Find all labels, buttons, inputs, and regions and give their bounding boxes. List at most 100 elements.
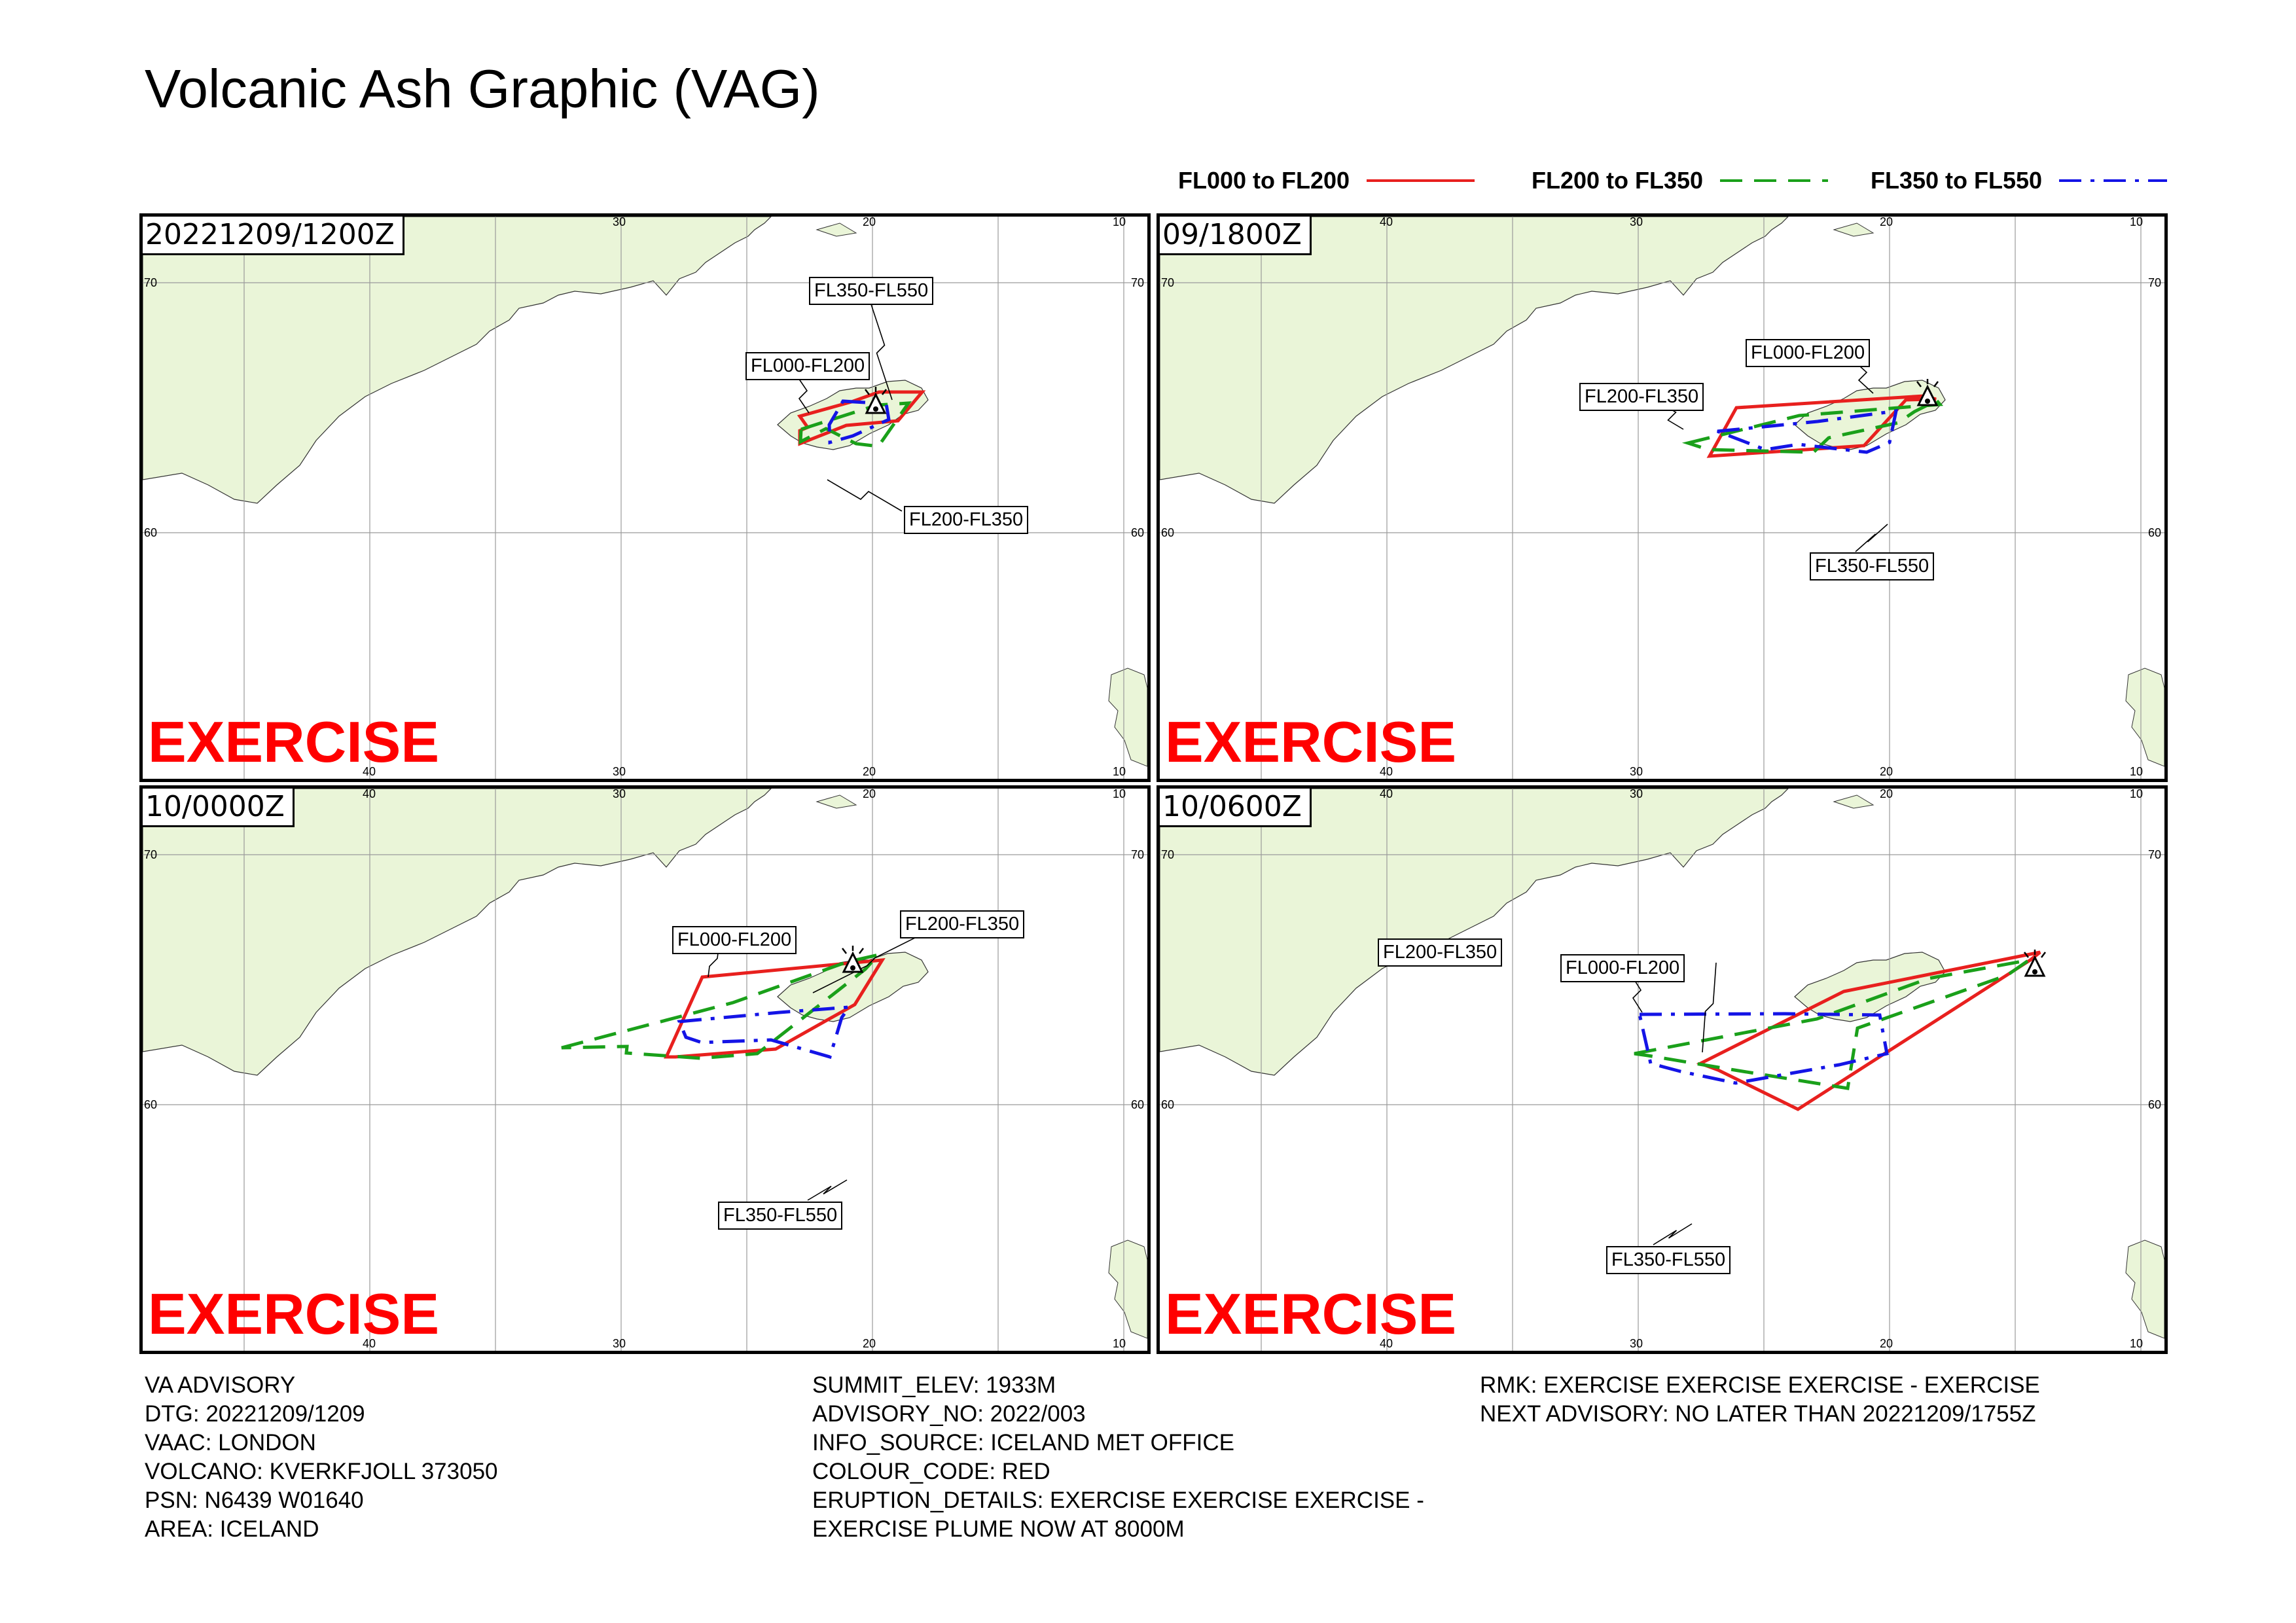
forecast-panel-t18: 40 30 20 10 40 30 20 10 70 60 70 60 10/0600Z FL200-…: [1157, 785, 2168, 1354]
lat-tick-label: 70: [1131, 276, 1144, 289]
norway-land: [1108, 1240, 1147, 1339]
lon-tick-label: 10: [1113, 789, 1126, 800]
volcano-dot: [1925, 399, 1930, 404]
exercise-watermark: EXERCISE: [1165, 1281, 1457, 1346]
advisory-line: EXERCISE PLUME NOW AT 8000M: [812, 1516, 1185, 1542]
lon-tick-label: 40: [363, 1337, 376, 1350]
advisory-line: VA ADVISORY: [145, 1372, 296, 1398]
iceland-land: [777, 380, 929, 450]
callout-fl200-fl350: FL200-FL350: [904, 506, 1029, 534]
advisory-line: ADVISORY_NO: 2022/003: [812, 1401, 1086, 1427]
lon-tick-label: 40: [1380, 1337, 1393, 1350]
callout-leader: [869, 298, 893, 401]
panel-time-label: 10/0000Z: [143, 789, 295, 828]
advisory-line: INFO_SOURCE: ICELAND MET OFFICE: [812, 1430, 1234, 1455]
lon-tick-label: 40: [363, 789, 376, 800]
volcano-triangle: [1916, 384, 1939, 406]
callout-fl000-fl200: FL000-FL200: [745, 352, 870, 380]
volcano-icon: [2024, 950, 2046, 977]
ash-area-green: [561, 952, 884, 1060]
advisory-col-1: VA ADVISORY DTG: 20221209/1209 VAAC: LON…: [145, 1371, 498, 1544]
forecast-panel-t6: 40 30 20 10 40 30 20 10 70 60 70 60 09/1800Z FL000-…: [1157, 213, 2168, 782]
legend-item-fl000-fl200: FL000 to FL200: [1178, 161, 1475, 200]
eruption-ray: [882, 389, 887, 395]
norway-land: [1108, 668, 1147, 767]
callout-leader: [1653, 1223, 1693, 1245]
land-patch: [1833, 223, 1874, 237]
volcano-dot: [873, 406, 878, 412]
volcano-triangle: [2024, 955, 2046, 977]
legend-line-dashed: [1720, 179, 1829, 182]
callout-leader: [797, 376, 810, 414]
exercise-watermark: EXERCISE: [148, 1281, 440, 1346]
lon-tick-label: 30: [613, 1337, 626, 1350]
panel-time-label: 10/0600Z: [1160, 789, 1312, 828]
eruption-ray: [859, 948, 864, 954]
ash-area-blue: [677, 1005, 853, 1060]
eruption-ray: [842, 948, 847, 954]
lon-tick-label: 30: [613, 789, 626, 800]
lon-tick-label: 40: [1380, 765, 1393, 778]
lon-tick-label: 40: [363, 765, 376, 778]
advisory-line: VAAC: LONDON: [145, 1430, 316, 1455]
callout-fl350-fl550: FL350-FL550: [718, 1202, 843, 1230]
legend-line-dashdot: [2059, 179, 2168, 182]
lon-tick-label: 10: [2130, 217, 2143, 228]
volcano-icon: [842, 946, 864, 973]
legend-label: FL350 to FL550: [1871, 167, 2043, 194]
callout-fl000-fl200: FL000-FL200: [672, 926, 797, 954]
exercise-watermark: EXERCISE: [148, 709, 440, 774]
lon-tick-label: 10: [2130, 765, 2143, 778]
lat-tick-label: 60: [1161, 1098, 1174, 1111]
advisory-line: AREA: ICELAND: [145, 1516, 319, 1542]
callout-fl350-fl550: FL350-FL550: [1606, 1246, 1731, 1274]
lat-tick-label: 70: [1131, 848, 1144, 861]
ash-area-blue: [1717, 409, 1899, 454]
legend-label: FL000 to FL200: [1178, 167, 1350, 194]
lon-tick-label: 10: [2130, 1337, 2143, 1350]
callout-fl350-fl550: FL350-FL550: [809, 277, 934, 305]
norway-land: [2125, 1240, 2164, 1339]
volcano-triangle: [865, 392, 887, 414]
eruption-ray: [865, 389, 870, 395]
callout-leader: [812, 930, 930, 993]
lat-tick-label: 60: [1131, 526, 1144, 539]
panel-time-label: 09/1800Z: [1160, 217, 1312, 256]
norway-land: [2125, 668, 2164, 767]
ash-area-green: [1634, 958, 2030, 1090]
lon-tick-label: 30: [613, 217, 626, 228]
ash-area-blue: [827, 399, 891, 445]
eruption-ray: [1933, 381, 1939, 387]
callout-leader: [1631, 975, 1643, 1013]
lat-tick-label: 70: [2148, 848, 2161, 861]
callout-fl200-fl350: FL200-FL350: [1579, 383, 1704, 411]
eruption-ray: [2024, 952, 2029, 958]
callout-fl200-fl350: FL200-FL350: [1378, 938, 1503, 967]
lon-tick-label: 10: [1113, 217, 1126, 228]
lon-tick-label: 20: [1880, 217, 1893, 228]
advisory-col-2: SUMMIT_ELEV: 1933M ADVISORY_NO: 2022/003…: [812, 1371, 1424, 1544]
greenland-land: [143, 217, 772, 504]
lat-tick-label: 70: [144, 848, 157, 861]
callout-leader: [1855, 524, 1888, 552]
advisory-line: NEXT ADVISORY: NO LATER THAN 20221209/17…: [1480, 1401, 2036, 1427]
lon-tick-label: 20: [1880, 765, 1893, 778]
advisory-line: SUMMIT_ELEV: 1933M: [812, 1372, 1056, 1398]
lon-tick-label: 30: [1630, 217, 1643, 228]
volcano-dot: [2032, 969, 2037, 974]
advisory-line: ERUPTION_DETAILS: EXERCISE EXERCISE EXER…: [812, 1488, 1424, 1513]
ash-area-green: [1681, 398, 1944, 454]
advisory-col-3: RMK: EXERCISE EXERCISE EXERCISE - EXERCI…: [1480, 1371, 2040, 1429]
lon-tick-label: 30: [1630, 789, 1643, 800]
ash-area-red: [664, 958, 886, 1059]
callout-fl200-fl350: FL200-FL350: [900, 910, 1025, 938]
legend-item-fl350-fl550: FL350 to FL550: [1871, 161, 2168, 200]
eruption-ray: [2041, 952, 2046, 958]
lat-tick-label: 60: [144, 526, 157, 539]
greenland-land: [1160, 789, 1789, 1076]
